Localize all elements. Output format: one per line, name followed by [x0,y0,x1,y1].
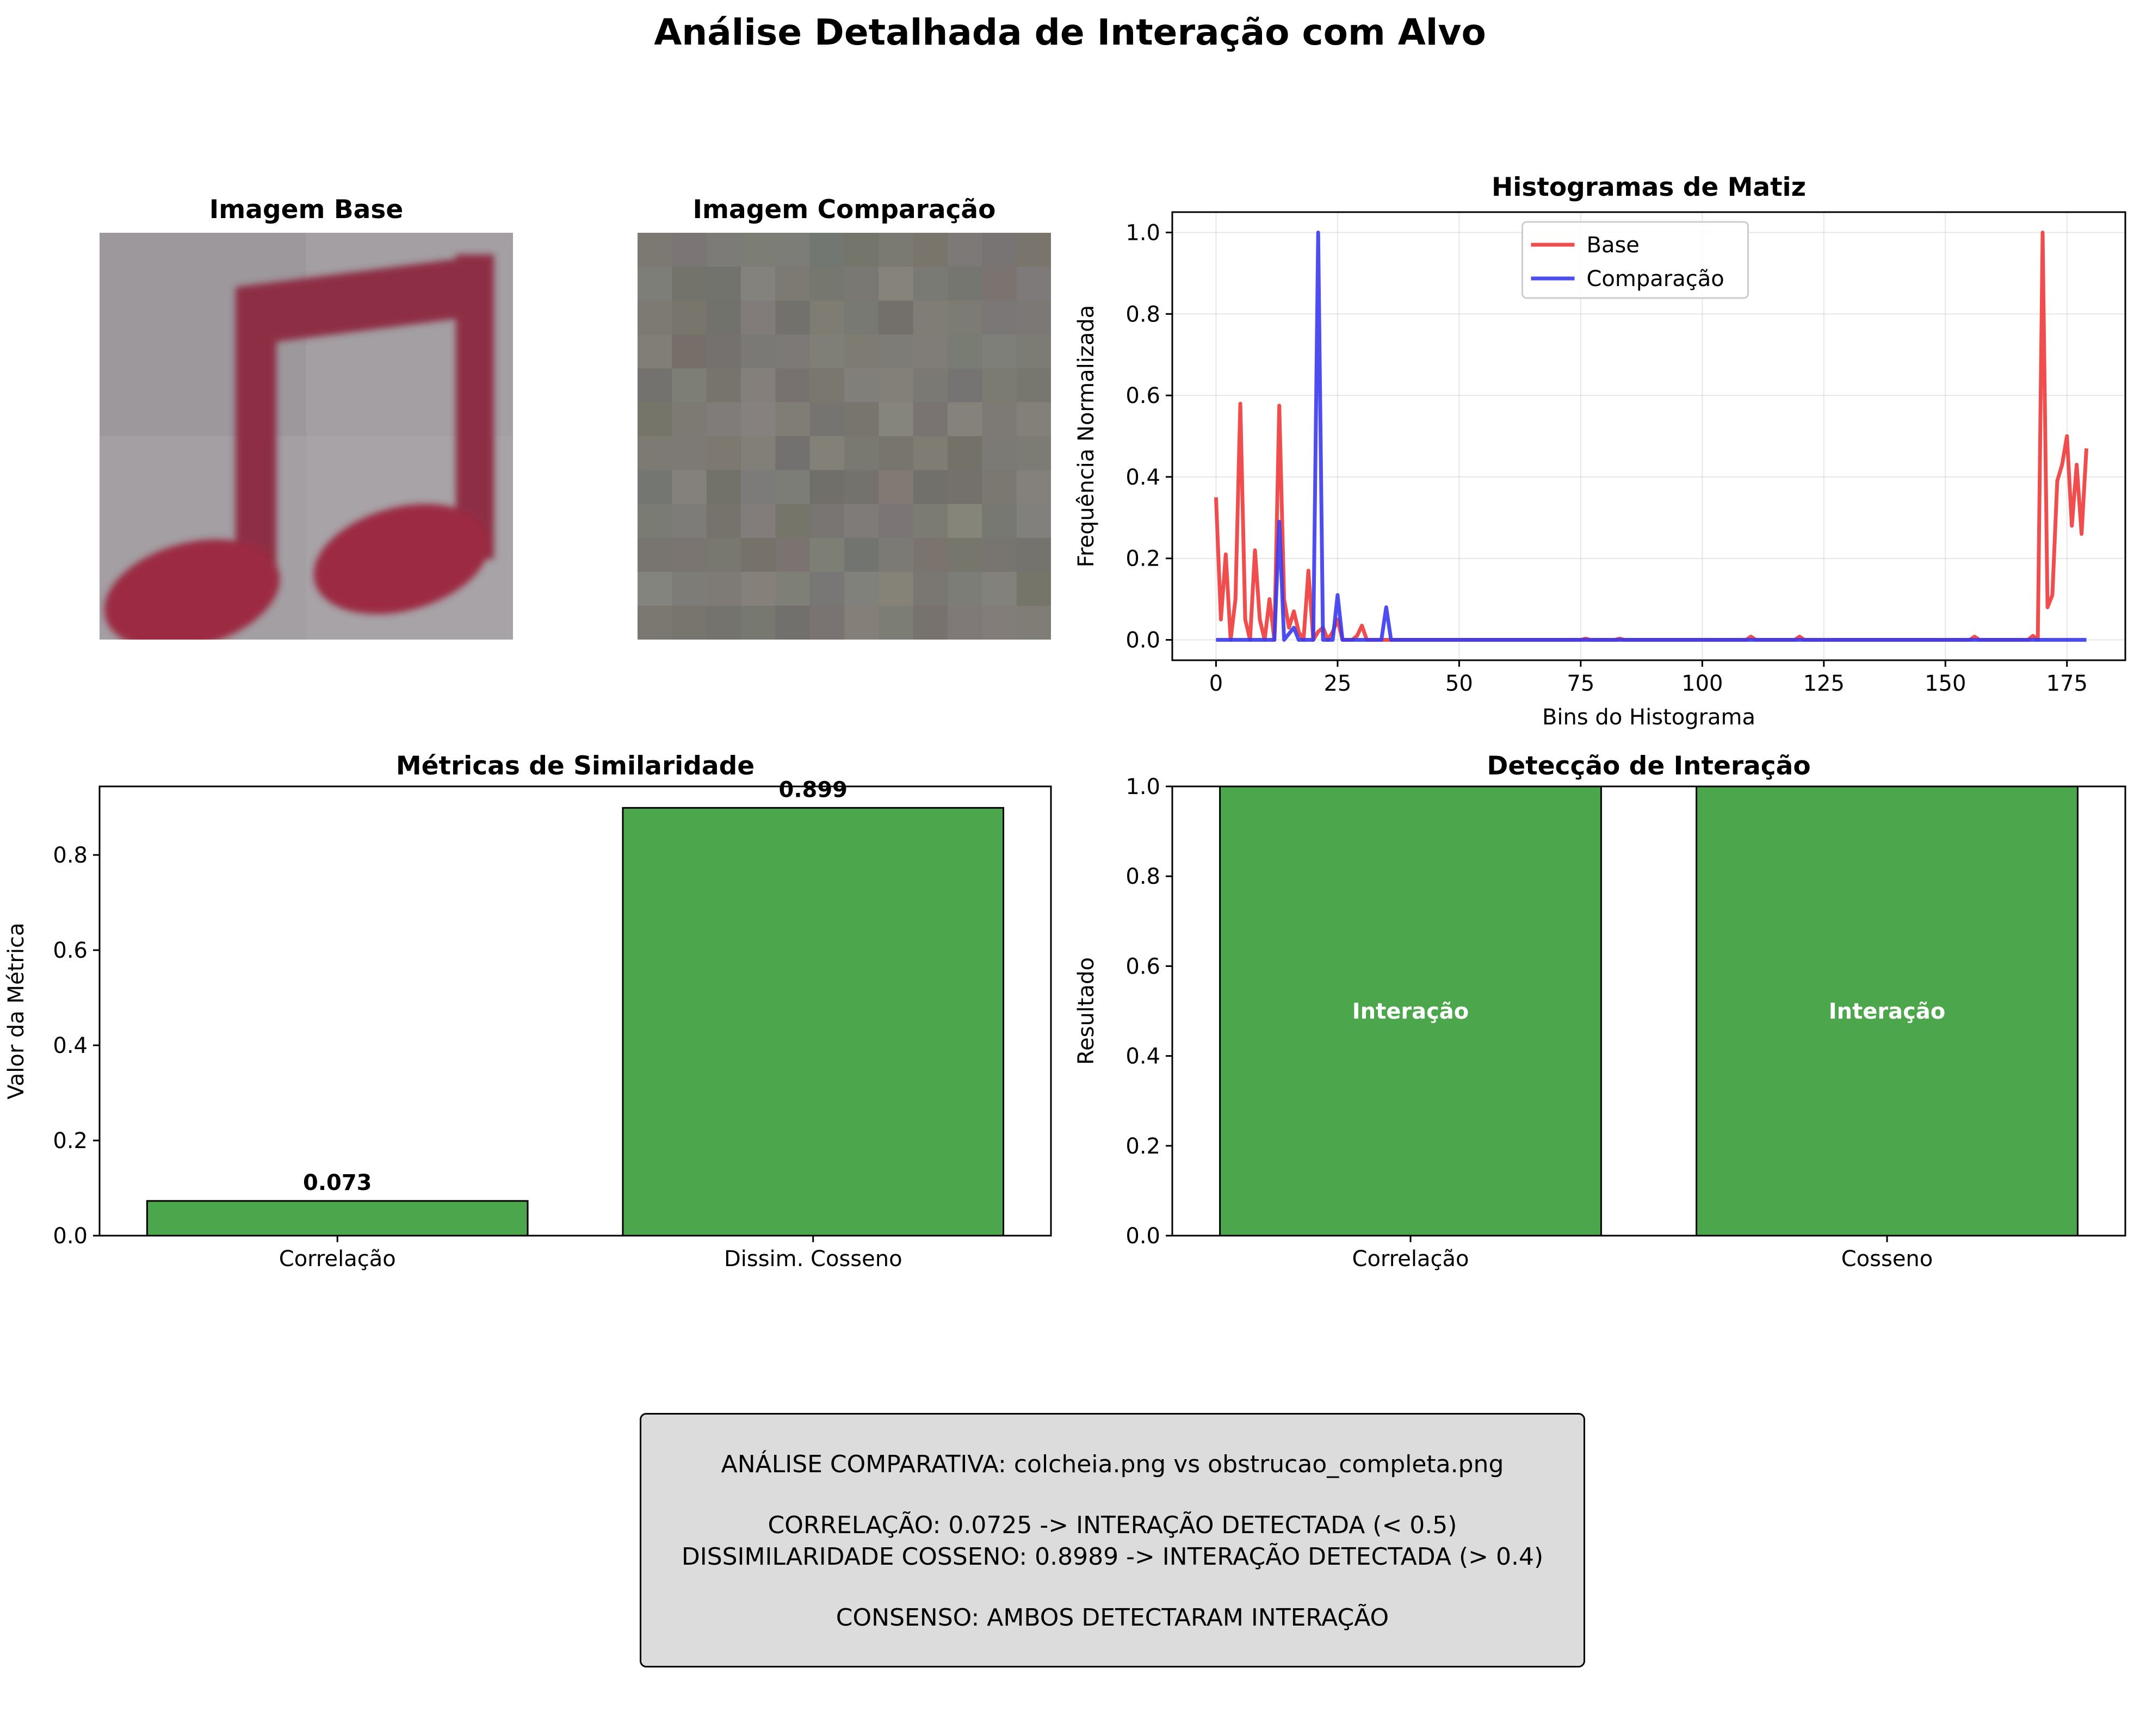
comparison-image-title: Imagem Comparação [692,195,996,225]
bar [1219,785,1602,1237]
x-axis-label: Bins do Histograma [1542,705,1755,730]
legend-box [1521,221,1749,299]
comparison-image [638,233,1051,640]
bar [1696,785,2079,1237]
bar-value-label: 0.073 [303,1170,372,1195]
y-tick-label: 0.8 [1125,302,1160,327]
y-tick-label: 0.8 [1125,864,1160,889]
similarity-metrics-chart: 0.073 Correlação 0.899 Dissim. Cosseno 0.0 0.… [4,751,1052,1272]
y-tick-label: 0.6 [53,938,88,963]
x-tick-label: 125 [1803,671,1845,696]
bar-value-label: 0.899 [778,777,848,802]
x-tick-label: 150 [1925,671,1966,696]
summary-line-2: CORRELAÇÃO: 0.0725 -> INTERAÇÃO DETECTAD… [768,1511,1457,1539]
bar-inner-label: Interação [1352,999,1469,1024]
legend: Base Comparação [1521,221,1749,299]
figure-title: Análise Detalhada de Interação com Alvo [654,11,1486,53]
y-tick-label: 0.0 [53,1224,88,1249]
y-tick-label: 0.6 [1125,954,1160,979]
y-tick-label: 0.4 [1125,465,1160,490]
y-tick-label: 0.4 [1125,1044,1160,1069]
series-line-comparison [1216,231,2087,642]
x-tick-label: 50 [1445,671,1473,696]
x-tick-label: 25 [1323,671,1351,696]
x-tick-label: 175 [2046,671,2088,696]
y-tick-label: 0.4 [53,1033,88,1058]
x-tick-label: 75 [1567,671,1594,696]
y-tick-label: 0.2 [53,1129,88,1154]
x-tick-label: Cosseno [1841,1247,1933,1272]
legend-label: Base [1587,233,1640,258]
plot-frame [1171,211,2126,661]
series-line-base [1214,231,2088,642]
legend-label: Comparação [1587,266,1724,292]
interaction-detection-chart: Interação Correlação Interação Cosseno 0.0 0.… [1074,751,2126,1272]
y-axis-label: Resultado [1074,957,1099,1065]
y-tick-label: 1.0 [1125,774,1160,799]
y-tick-label: 1.0 [1125,220,1160,245]
chart-title: Métricas de Similaridade [396,751,754,781]
base-image [100,233,513,640]
chart-title: Histogramas de Matiz [1492,172,1806,202]
plot-frame [1171,785,2126,1237]
x-tick-label: Correlação [1352,1247,1469,1272]
bar [146,1200,529,1237]
x-tick-label: 100 [1681,671,1723,696]
y-axis-label: Valor da Métrica [4,923,29,1100]
y-tick-label: 0.6 [1125,383,1160,408]
y-tick-label: 0.0 [1125,1224,1160,1249]
y-axis-label: Frequência Normalizada [1074,305,1099,568]
summary-box: ANÁLISE COMPARATIVA: colcheia.png vs obs… [640,1413,1585,1667]
y-tick-label: 0.2 [1125,1134,1160,1159]
bar-inner-label: Interação [1829,999,1946,1024]
y-tick-label: 0.8 [53,843,88,868]
summary-line-1: ANÁLISE COMPARATIVA: colcheia.png vs obs… [721,1450,1504,1478]
y-tick-label: 0.2 [1125,547,1160,572]
summary-line-3: DISSIMILARIDADE COSSENO: 0.8989 -> INTER… [681,1543,1544,1571]
bar [622,807,1005,1237]
chart-title: Detecção de Interação [1487,751,1810,781]
base-image-title: Imagem Base [209,195,404,225]
summary-line-4: CONSENSO: AMBOS DETECTARAM INTERAÇÃO [836,1604,1389,1632]
x-tick-label: Correlação [279,1247,396,1272]
y-tick-label: 0.0 [1125,628,1160,653]
hue-histogram-chart: 0 25 50 75 100 125 150 175 0.0 0.2 0.4 0.6 0.8 1.0 His… [1074,172,2126,730]
x-tick-label: 0 [1209,671,1223,696]
x-tick-label: Dissim. Cosseno [724,1247,902,1272]
plot-frame [98,785,1052,1237]
